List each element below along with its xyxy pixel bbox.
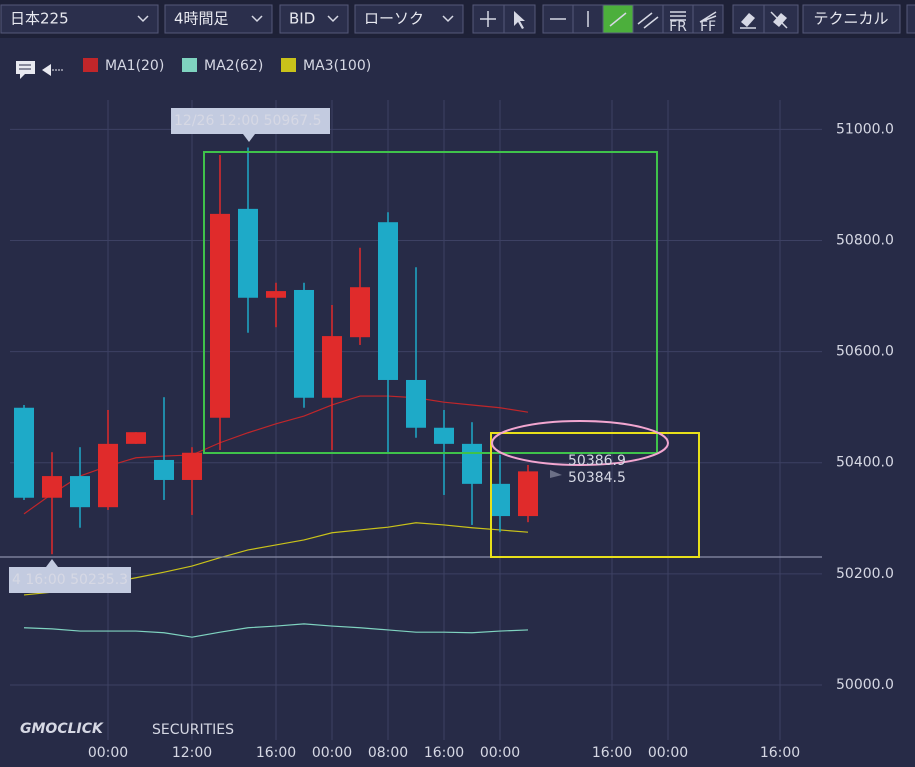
x-tick-label: 00:00	[88, 745, 128, 761]
candle-body	[322, 336, 342, 398]
tooltip-text: 4 16:00 50235.3	[12, 572, 128, 588]
candle-body	[182, 452, 202, 480]
more-button[interactable]	[906, 4, 915, 34]
eraser-button[interactable]	[732, 4, 765, 34]
crosshair-button[interactable]	[472, 4, 505, 34]
tooltip-box	[9, 567, 131, 593]
hline-button[interactable]	[542, 4, 574, 34]
x-tick-label: 12:00	[172, 745, 212, 761]
chart-style: ローソク	[364, 10, 424, 28]
y-tick-label: 50200.0	[836, 566, 894, 582]
candle-body	[210, 213, 230, 418]
candle-body	[98, 443, 118, 508]
timeframe-dropdown[interactable]: 4時間足	[164, 4, 273, 34]
legend-label: MA2(62)	[204, 58, 263, 74]
x-tick-label: 00:00	[648, 745, 688, 761]
fib-fan-button[interactable]: FF	[692, 4, 724, 35]
candle-body	[14, 407, 34, 498]
timeframe: 4時間足	[174, 10, 229, 28]
x-tick-label: 16:00	[424, 745, 464, 761]
watermark-suffix: SECURITIES	[152, 722, 234, 738]
candle-body	[70, 476, 90, 508]
legend-label: MA1(20)	[105, 58, 164, 74]
candle-body	[490, 483, 510, 517]
y-tick-label: 50400.0	[836, 455, 894, 471]
y-tick-label: 50800.0	[836, 233, 894, 249]
price-label: 50386.9	[568, 453, 626, 469]
symbol: 日本225	[10, 10, 69, 28]
y-tick-label: 50600.0	[836, 344, 894, 360]
comment-icon[interactable]	[16, 61, 35, 79]
tooltip-box	[171, 108, 330, 134]
legend-swatch	[182, 58, 197, 72]
green-annotation-box	[203, 151, 658, 454]
chart-style-dropdown[interactable]: ローソク	[354, 4, 464, 34]
legend-toggle[interactable]	[42, 64, 64, 76]
candle-body	[406, 379, 426, 428]
pink-annotation-ellipse	[491, 420, 669, 466]
x-tick-label: 16:00	[760, 745, 800, 761]
candle-body	[294, 289, 314, 398]
candle-body	[266, 291, 286, 298]
legend-label: MA3(100)	[303, 58, 371, 74]
x-tick-label: 08:00	[368, 745, 408, 761]
tooltip-text: 12/26 12:00 50967.5	[174, 113, 322, 129]
legend-swatch	[83, 58, 98, 72]
tooltip-pointer	[243, 134, 255, 142]
x-tick-label: 16:00	[256, 745, 296, 761]
candle-body	[154, 459, 174, 480]
x-tick-label: 16:00	[592, 745, 632, 761]
price-type: BID	[289, 10, 315, 28]
plot: 50000.0 50200.0 50400.0 50600.0 50800.0 51000…	[10, 100, 894, 761]
candle-body	[518, 471, 538, 517]
watermark-brand: GMOCLICK	[20, 721, 104, 737]
candle-body	[462, 443, 482, 484]
tooltip-pointer	[46, 559, 58, 567]
technical-button[interactable]: テクニカル	[802, 4, 901, 34]
vline-button[interactable]	[572, 4, 604, 34]
y-tick-label: 51000.0	[836, 121, 894, 137]
yellow-annotation-box	[490, 432, 700, 558]
svg-text:FR: FR	[669, 19, 687, 35]
candle-body	[434, 427, 454, 444]
candle-body	[238, 208, 258, 298]
candle-body	[42, 476, 62, 498]
candle-body	[378, 222, 398, 380]
x-tick-label: 00:00	[312, 745, 352, 761]
y-tick-label: 50000.0	[836, 677, 894, 693]
svg-text:FF: FF	[700, 19, 716, 35]
candle-body	[350, 287, 370, 338]
technical: テクニカル	[813, 10, 888, 28]
symbol-dropdown[interactable]: 日本225	[0, 4, 159, 34]
fib-retracement-button[interactable]: FR	[662, 4, 694, 35]
ma-line	[23, 623, 529, 638]
candle-body	[126, 432, 146, 444]
trendline-button[interactable]	[602, 4, 634, 34]
price-label: 50384.5	[568, 470, 626, 486]
pointer-button[interactable]	[503, 4, 536, 34]
price-type-dropdown[interactable]: BID	[279, 4, 349, 34]
erase-all-button[interactable]	[763, 4, 799, 34]
legend-swatch	[281, 58, 296, 72]
channel-button[interactable]	[632, 4, 664, 34]
price-marker	[550, 470, 562, 478]
x-tick-label: 00:00	[480, 745, 520, 761]
